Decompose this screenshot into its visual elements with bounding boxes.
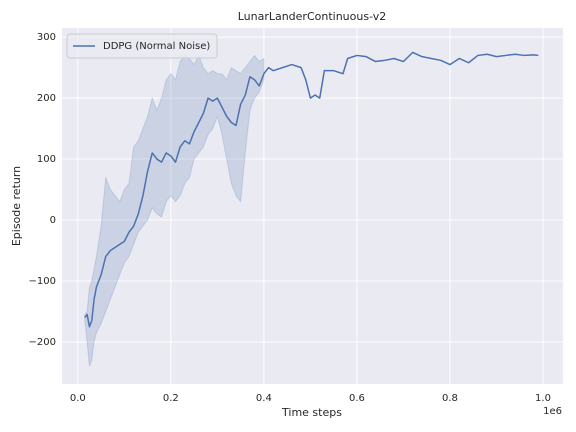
confidence-band [84, 54, 265, 367]
chart-title: LunarLanderContinuous-v2 [238, 10, 387, 23]
x-tick-label: 0.8 [442, 393, 458, 404]
y-tick-label: 0 [50, 215, 56, 226]
y-axis-label: Episode return [10, 166, 23, 246]
plot-area [62, 28, 563, 384]
x-tick-label: 0.0 [70, 393, 86, 404]
x-tick-label: 0.4 [256, 393, 272, 404]
y-tick-label: 200 [37, 93, 56, 104]
legend-label: DDPG (Normal Noise) [103, 41, 210, 52]
legend-box [66, 33, 218, 59]
y-tick-label: −200 [29, 337, 56, 348]
x-tick-label: 0.6 [349, 393, 365, 404]
y-tick-label: 300 [37, 32, 56, 43]
y-tick-label: 100 [37, 154, 56, 165]
marks [84, 51, 539, 367]
x-axis-label: Time steps [281, 406, 342, 419]
x-tick-label: 0.2 [163, 393, 179, 404]
grid [62, 28, 563, 384]
x-tick-label: 1.0 [535, 393, 551, 404]
line [84, 51, 539, 328]
y-tick-label: −100 [29, 276, 56, 287]
x-offset-label: 1e6 [543, 406, 562, 417]
